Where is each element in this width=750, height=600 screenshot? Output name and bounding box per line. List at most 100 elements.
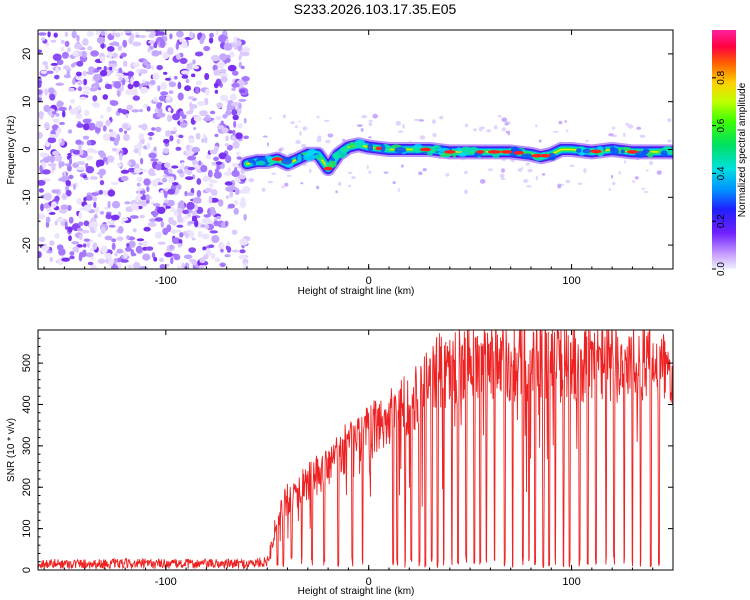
spectrogram-y-tick-label: 0	[21, 146, 33, 152]
noise-speckle	[64, 221, 68, 228]
trace-blob	[458, 152, 467, 158]
noise-speckle	[146, 186, 150, 193]
noise-speckle	[66, 165, 72, 172]
noise-speckle	[233, 43, 238, 51]
noise-speckle	[139, 69, 148, 74]
noise-speckle	[54, 195, 60, 202]
noise-speckle	[108, 224, 116, 228]
noise-speckle	[179, 110, 184, 117]
noise-speckle	[109, 66, 113, 71]
noise-speckle	[46, 250, 53, 254]
noise-speckle	[44, 65, 49, 70]
noise-speckle	[41, 245, 50, 251]
noise-speckle	[83, 220, 90, 227]
trace-speckle	[298, 120, 301, 123]
noise-speckle	[128, 167, 136, 173]
noise-speckle	[179, 232, 184, 238]
trace-speckle	[284, 182, 289, 187]
noise-speckle	[237, 174, 246, 180]
noise-speckle	[179, 57, 188, 64]
noise-speckle	[161, 177, 168, 183]
noise-speckle	[90, 256, 95, 261]
colorbar-ticks: 0.0 0.2 0.4 0.6 0.8	[712, 70, 727, 276]
trace-speckle	[612, 126, 616, 130]
noise-speckle	[92, 95, 98, 102]
noise-speckle	[107, 189, 116, 197]
noise-speckle	[116, 236, 124, 241]
noise-speckle	[164, 252, 173, 258]
noise-speckle	[238, 123, 243, 128]
noise-speckle	[118, 67, 123, 74]
noise-speckle	[179, 37, 185, 43]
noise-speckle	[177, 169, 184, 174]
trace-speckle	[505, 130, 511, 134]
trace-blob	[575, 148, 582, 153]
spectrogram-y-tick-label: -10	[21, 189, 33, 205]
noise-speckle	[199, 110, 208, 117]
trace-speckle	[569, 164, 575, 167]
noise-speckle	[198, 160, 202, 166]
noise-speckle	[130, 203, 139, 211]
noise-speckle	[89, 87, 98, 92]
noise-speckle	[155, 163, 162, 171]
noise-speckle	[226, 241, 231, 246]
trace-speckle	[266, 142, 269, 147]
noise-speckle	[104, 252, 112, 260]
noise-speckle	[232, 129, 236, 136]
noise-speckle	[204, 224, 210, 230]
trace-speckle	[641, 187, 646, 190]
noise-speckle	[55, 113, 60, 117]
noise-speckle	[70, 98, 75, 104]
trace-speckle	[464, 189, 468, 195]
noise-speckle	[48, 87, 55, 94]
noise-speckle	[85, 166, 95, 174]
noise-speckle	[176, 30, 184, 38]
noise-speckle	[159, 257, 164, 262]
noise-speckle	[142, 59, 148, 66]
noise-speckle	[61, 193, 68, 200]
noise-speckle	[143, 240, 148, 247]
noise-speckle	[124, 77, 130, 83]
noise-speckle	[55, 218, 65, 222]
noise-speckle	[106, 220, 115, 225]
noise-speckle	[177, 265, 181, 269]
noise-speckle	[168, 81, 177, 88]
noise-speckle	[209, 32, 214, 39]
noise-speckle	[202, 246, 207, 250]
noise-speckle	[208, 37, 214, 44]
noise-speckle	[74, 43, 83, 50]
noise-speckle	[110, 32, 119, 36]
noise-speckle	[54, 220, 58, 226]
noise-speckle	[234, 188, 240, 195]
noise-speckle	[133, 80, 140, 88]
trace-peak	[487, 150, 502, 154]
noise-speckle	[126, 104, 134, 111]
noise-speckle	[126, 235, 130, 240]
trace-speckle	[356, 124, 363, 127]
trace-blob	[256, 160, 266, 166]
noise-speckle	[137, 35, 147, 38]
trace-speckle	[402, 123, 405, 129]
noise-speckle	[68, 157, 73, 165]
trace-speckle	[585, 139, 589, 143]
noise-speckle	[52, 118, 60, 124]
noise-speckle	[50, 62, 59, 66]
spectrogram-x-tick-label: -100	[155, 275, 177, 287]
trace-speckle	[521, 166, 524, 170]
noise-speckle	[148, 152, 157, 159]
trace-peak	[590, 149, 602, 154]
noise-speckle	[92, 73, 101, 82]
noise-speckle	[116, 249, 124, 254]
noise-speckle	[88, 66, 95, 73]
noise-speckle	[51, 189, 60, 194]
snr-frame	[37, 329, 674, 571]
trace-speckle	[395, 120, 401, 126]
noise-speckle	[186, 201, 195, 210]
noise-speckle	[49, 157, 55, 163]
noise-speckle	[192, 197, 202, 204]
trace-blob	[521, 153, 533, 159]
noise-speckle	[79, 96, 87, 101]
trace-speckle	[439, 115, 444, 120]
noise-speckle	[177, 217, 183, 223]
noise-speckle	[43, 192, 53, 201]
